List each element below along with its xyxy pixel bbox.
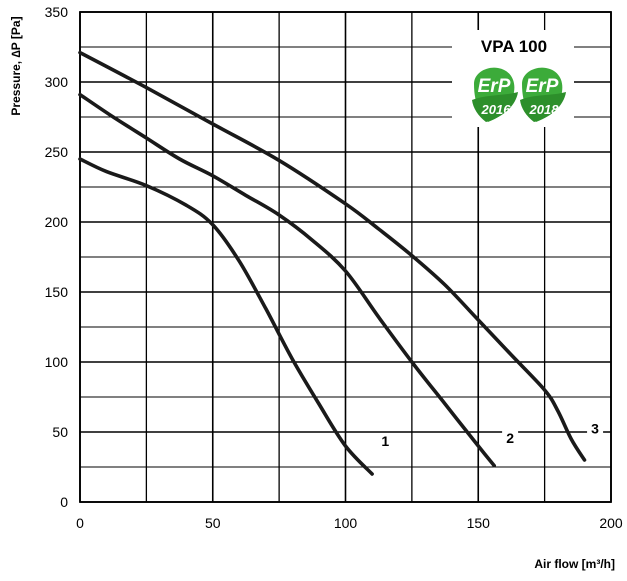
x-tick-label-150: 150	[467, 515, 491, 531]
curve-label-3: 3	[591, 420, 599, 436]
x-tick-label-100: 100	[334, 515, 358, 531]
y-tick-label-0: 0	[60, 494, 68, 510]
series-line-3	[78, 50, 587, 462]
erp-2016-badge: ErP 2016	[472, 67, 518, 122]
curves	[78, 50, 587, 476]
erp-2016-badge-swoosh	[472, 92, 518, 122]
x-tick-label-200: 200	[599, 515, 623, 531]
y-tick-label-200: 200	[45, 214, 69, 230]
erp-2018-badge-line1: ErP	[526, 76, 559, 97]
y-tick-label-250: 250	[45, 144, 69, 160]
erp-2016-badge-line1: ErP	[478, 76, 511, 97]
y-tick-label-150: 150	[45, 284, 69, 300]
erp-2018-badge-line2: 2018	[529, 102, 560, 117]
curve-label-bg-2	[502, 430, 519, 449]
erp-2016-badge-line2: 2016	[481, 102, 512, 117]
y-tick-label-50: 50	[52, 424, 68, 440]
erp-2018-badge: ErP 2018	[520, 67, 566, 122]
x-axis-label: Air flow [m³/h]	[534, 557, 615, 571]
y-tick-label-350: 350	[45, 4, 69, 20]
erp-2018-badge-swoosh	[520, 92, 566, 122]
x-tick-label-0: 0	[76, 515, 84, 531]
series-line-1	[78, 157, 374, 476]
y-axis-label: Pressure, ∆P [Pa]	[9, 16, 23, 115]
chart-title: VPA 100	[481, 37, 547, 56]
series-line-2	[78, 92, 496, 468]
y-tick-label-300: 300	[45, 74, 69, 90]
curve-label-bg-1	[377, 433, 394, 451]
tick-labels: 0 50 100 150 200 0 50 100 150 200 250 300 350	[45, 4, 623, 531]
curve-label-2: 2	[506, 430, 514, 446]
plot-frame	[79, 11, 612, 503]
title-box: VPA 100 ErP 2016 ErP 2018	[452, 30, 574, 127]
y-tick-label-100: 100	[45, 354, 69, 370]
curve-label-bg-3	[587, 420, 604, 439]
curve-labels: 1 2 3	[377, 420, 604, 451]
curve-label-1: 1	[381, 433, 389, 449]
x-tick-label-50: 50	[205, 515, 221, 531]
